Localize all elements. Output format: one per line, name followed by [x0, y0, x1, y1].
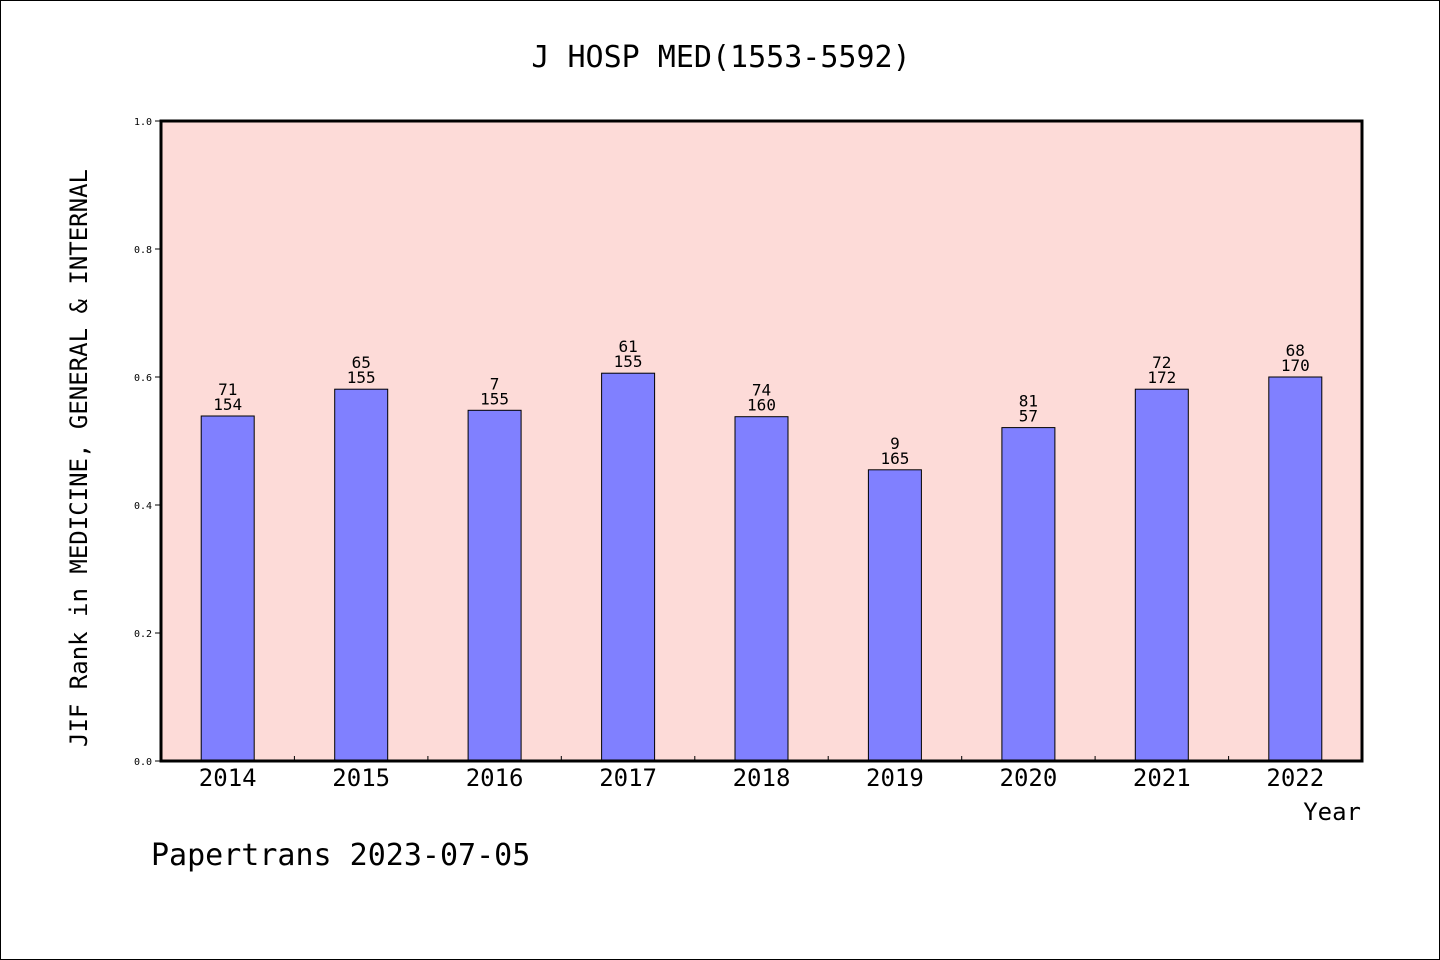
x-tick-label-2018: 2018	[733, 764, 791, 792]
y-tick-label: 0.2	[134, 629, 152, 640]
bar-2022	[1268, 376, 1323, 762]
bar-label-top-2014: 71	[218, 380, 237, 399]
x-tick-label-2021: 2021	[1133, 764, 1191, 792]
bar-2019	[867, 469, 922, 762]
bar-label-bottom-2016: 155	[480, 389, 509, 408]
bar-2017	[601, 372, 656, 762]
x-tick-label-2019: 2019	[866, 764, 924, 792]
bar-label-bottom-2021: 172	[1147, 368, 1176, 387]
y-tick-label: 0.6	[134, 373, 152, 384]
y-tick-label: 0.8	[134, 245, 152, 256]
bar-label-bottom-2020: 57	[1019, 407, 1038, 426]
bar-label-bottom-2014: 154	[213, 395, 242, 414]
bar-2020	[1001, 427, 1056, 762]
y-tick-label: 0.0	[134, 757, 152, 768]
bar-2018	[734, 416, 789, 762]
bar-label-top-2015: 65	[352, 353, 371, 372]
x-tick-label-2022: 2022	[1266, 764, 1324, 792]
x-tick-label-2014: 2014	[199, 764, 257, 792]
y-axis-label: JIF Rank in MEDICINE, GENERAL & INTERNAL	[65, 169, 93, 747]
bar-2016	[467, 409, 522, 762]
footer-watermark: Papertrans 2023-07-05	[151, 838, 530, 873]
bar-label-top-2019: 9	[890, 434, 900, 453]
bar-label-bottom-2022: 170	[1281, 356, 1310, 375]
bar-label-top-2020: 81	[1019, 392, 1038, 411]
bar-label-top-2017: 61	[618, 337, 637, 356]
x-axis: 2014 2015 2016 2017 2018 2019 2020 2021 2022	[199, 756, 1324, 792]
x-tick-label-2015: 2015	[332, 764, 390, 792]
y-tick-label: 1.0	[134, 117, 152, 128]
bar-label-bottom-2015: 155	[347, 368, 376, 387]
bar-label-top-2016: 7	[490, 374, 500, 393]
bars-group	[200, 372, 1323, 762]
plot-frame	[159, 119, 1364, 763]
x-tick-label-2020: 2020	[1000, 764, 1058, 792]
x-tick-label-2016: 2016	[466, 764, 524, 792]
x-tick-label-2017: 2017	[599, 764, 657, 792]
bar-label-top-2021: 72	[1152, 353, 1171, 372]
bar-2021	[1134, 388, 1189, 762]
chart-title: J HOSP MED(1553-5592)	[531, 40, 910, 75]
y-tick-label: 0.4	[134, 501, 152, 512]
y-axis: 0.0 0.2 0.4 0.6 0.8 1.0	[134, 117, 161, 768]
bar-label-top-2022: 68	[1286, 341, 1305, 360]
bar-label-bottom-2018: 160	[747, 396, 776, 415]
bar-label-bottom-2017: 155	[614, 352, 643, 371]
x-axis-label: Year	[1303, 798, 1361, 826]
bar-label-bottom-2019: 165	[880, 449, 909, 468]
bar-2014	[200, 415, 255, 762]
bar-label-top-2018: 74	[752, 381, 771, 400]
bar-2015	[334, 388, 389, 762]
